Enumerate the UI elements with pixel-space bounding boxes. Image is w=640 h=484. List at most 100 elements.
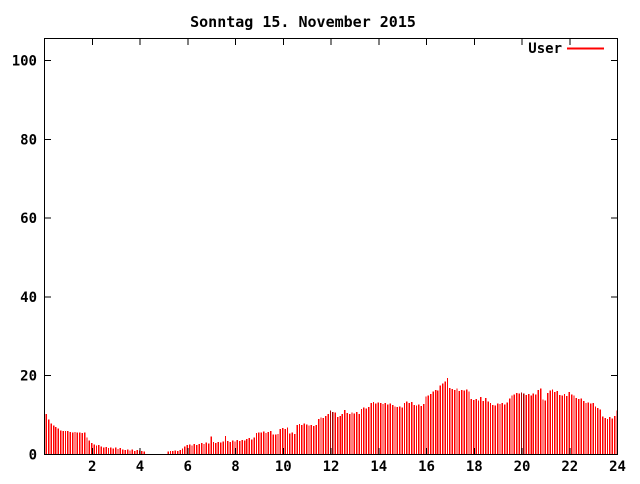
bar bbox=[122, 449, 124, 454]
bar bbox=[227, 441, 229, 454]
legend: User bbox=[528, 41, 604, 57]
bar bbox=[346, 413, 348, 454]
bar bbox=[305, 424, 308, 454]
bar bbox=[248, 438, 251, 454]
bar bbox=[286, 427, 289, 454]
bar bbox=[136, 450, 138, 454]
bar bbox=[604, 417, 606, 454]
bar bbox=[310, 424, 313, 454]
bar bbox=[270, 431, 272, 454]
bar bbox=[408, 403, 410, 454]
bar bbox=[549, 390, 551, 454]
bar bbox=[260, 432, 262, 454]
bar bbox=[143, 451, 145, 454]
bar bbox=[303, 423, 305, 454]
bar bbox=[320, 417, 322, 454]
bar bbox=[432, 391, 434, 454]
bar bbox=[124, 450, 126, 454]
bar bbox=[516, 392, 518, 454]
x-tick-label: 20 bbox=[514, 459, 531, 475]
bar bbox=[446, 377, 449, 454]
y-tick-label: 20 bbox=[20, 369, 37, 385]
bar bbox=[527, 394, 530, 454]
bar bbox=[594, 406, 597, 454]
bar bbox=[375, 403, 377, 454]
bar bbox=[60, 430, 62, 454]
bar bbox=[458, 390, 461, 454]
bar bbox=[358, 413, 360, 454]
bar bbox=[451, 388, 453, 454]
bar bbox=[274, 434, 277, 454]
bar bbox=[530, 395, 532, 454]
bar bbox=[129, 450, 131, 454]
bar bbox=[308, 425, 310, 454]
bar bbox=[334, 412, 336, 454]
bar bbox=[83, 432, 86, 454]
bars-layer bbox=[45, 377, 618, 454]
x-tick-label: 12 bbox=[323, 459, 340, 475]
bar bbox=[554, 391, 556, 454]
bar bbox=[382, 403, 384, 454]
bar bbox=[208, 443, 210, 454]
bar bbox=[561, 395, 563, 454]
bar bbox=[93, 444, 95, 454]
bar bbox=[117, 448, 119, 454]
bar bbox=[611, 418, 613, 454]
bar bbox=[98, 444, 100, 454]
bar bbox=[236, 440, 239, 454]
bar bbox=[184, 446, 186, 454]
bar bbox=[215, 442, 217, 454]
bar bbox=[191, 445, 193, 454]
bar bbox=[444, 381, 446, 454]
x-tick-label: 4 bbox=[136, 459, 144, 475]
bar bbox=[413, 404, 415, 454]
bar bbox=[556, 390, 559, 454]
bar bbox=[410, 401, 413, 454]
bar bbox=[356, 412, 358, 454]
bar bbox=[592, 402, 594, 454]
bar bbox=[114, 447, 117, 454]
bar bbox=[210, 436, 212, 454]
bar bbox=[279, 429, 282, 454]
bar bbox=[391, 405, 394, 454]
bar bbox=[580, 398, 582, 454]
bar bbox=[217, 441, 219, 454]
bar bbox=[246, 439, 248, 454]
bar bbox=[365, 408, 368, 454]
bar bbox=[74, 431, 76, 454]
bar bbox=[86, 437, 88, 454]
bar bbox=[141, 451, 143, 454]
bar bbox=[55, 427, 57, 454]
bar bbox=[179, 450, 181, 454]
bar bbox=[585, 403, 587, 454]
bar bbox=[344, 409, 346, 454]
bar bbox=[613, 416, 616, 454]
bar bbox=[102, 447, 105, 454]
bar bbox=[401, 407, 403, 454]
bar bbox=[353, 413, 356, 454]
y-tick-label: 0 bbox=[29, 448, 37, 464]
x-tick-label: 24 bbox=[609, 459, 626, 475]
bar bbox=[442, 383, 444, 454]
bar bbox=[601, 416, 604, 454]
bar bbox=[508, 398, 511, 454]
bar bbox=[499, 403, 501, 454]
bar bbox=[360, 409, 363, 454]
bar bbox=[234, 441, 236, 454]
bar bbox=[506, 402, 508, 454]
bar bbox=[301, 425, 303, 454]
bar bbox=[267, 431, 270, 454]
bar bbox=[539, 388, 542, 454]
bar bbox=[477, 400, 480, 454]
x-tick-label: 14 bbox=[370, 459, 387, 475]
x-tick-label: 2 bbox=[88, 459, 96, 475]
bar bbox=[296, 424, 298, 454]
bar bbox=[110, 447, 112, 454]
bar bbox=[188, 444, 191, 454]
bar bbox=[241, 439, 243, 454]
bar bbox=[69, 431, 71, 454]
bar bbox=[563, 394, 566, 454]
bar bbox=[389, 403, 391, 454]
